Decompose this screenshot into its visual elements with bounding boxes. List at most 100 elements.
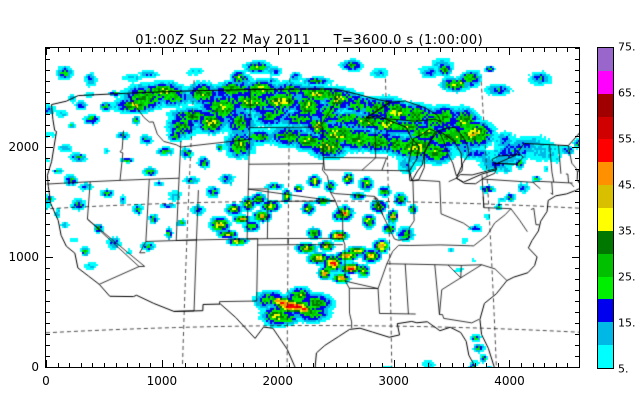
y-axis-tick [575,48,579,49]
colorbar-band [598,139,613,163]
y-axis-tick [46,81,50,82]
x-axis-tick [567,363,568,367]
x-axis-tick [336,363,337,367]
x-axis-tick [382,363,383,367]
y-axis-tick [575,125,579,126]
x-axis-tick [162,360,163,367]
x-axis-tick [208,363,209,367]
map-plot-area [45,47,580,368]
x-axis-tick [173,363,174,367]
colorbar-band [598,345,613,369]
y-axis-tick [575,158,579,159]
x-axis-tick [162,48,163,55]
x-axis-tick [509,360,510,367]
y-axis-label: 0 [31,360,39,374]
x-axis-tick [81,363,82,367]
x-axis-tick [463,48,464,52]
x-axis-label: 0 [42,374,50,388]
x-axis-tick [313,48,314,52]
y-axis-tick [575,268,579,269]
x-axis-tick [498,48,499,52]
x-axis-tick [289,48,290,52]
x-axis-tick [486,48,487,52]
x-axis-tick [544,363,545,367]
x-axis-tick [301,48,302,52]
x-axis-tick [150,48,151,52]
x-axis-tick [197,48,198,52]
x-axis-tick [417,48,418,52]
plot-title: 01:00Z Sun 22 May 2011 T=3600.0 s (1:00:… [0,18,600,63]
x-axis-tick [185,48,186,52]
colorbar-band [598,70,613,94]
y-axis-tick [575,81,579,82]
colorbar-band [598,48,613,71]
x-axis-tick [46,48,47,55]
colorbar-tick-label: 15. [618,316,636,330]
y-axis-tick [46,202,50,203]
y-axis-tick [575,92,579,93]
x-axis-tick [231,363,232,367]
x-axis-tick [243,48,244,52]
x-axis-tick [521,363,522,367]
y-axis-tick [575,246,579,247]
y-axis-tick [46,70,50,71]
colorbar-band [598,322,613,346]
x-axis-tick [405,363,406,367]
x-axis-tick [556,363,557,367]
x-axis-tick [324,48,325,52]
x-axis-label: 4000 [494,374,525,388]
x-axis-tick [278,360,279,367]
x-axis-tick [150,363,151,367]
y-axis-tick [572,367,579,368]
y-axis-tick [46,268,50,269]
y-axis-tick [46,290,50,291]
x-axis-tick [452,363,453,367]
y-axis-tick [575,290,579,291]
colorbar-band [598,208,613,231]
x-axis-tick [428,363,429,367]
y-axis-tick [575,70,579,71]
colorbar-band [598,93,613,117]
x-axis-tick [544,48,545,52]
colorbar [597,47,614,369]
colorbar-band [598,276,613,300]
colorbar-tick-label: 55. [618,132,636,146]
colorbar-band [598,116,613,140]
y-axis-tick [46,301,50,302]
x-axis-tick [440,48,441,52]
x-axis-tick [104,48,105,52]
x-axis-tick [278,48,279,55]
colorbar-gradient [597,47,614,369]
colorbar-band [598,185,613,209]
y-axis-tick [46,114,50,115]
y-axis-tick [575,59,579,60]
x-axis-tick [104,363,105,367]
y-axis-tick [46,213,50,214]
y-axis-tick [575,169,579,170]
y-axis-tick [46,323,50,324]
colorbar-tick-label: 5. [618,362,629,376]
colorbar-tick-label: 65. [618,86,636,100]
x-axis-tick [567,48,568,52]
x-axis-tick [347,48,348,52]
y-axis-tick [575,345,579,346]
colorbar-band [598,230,613,254]
x-axis-tick [116,48,117,52]
x-axis-tick [220,48,221,52]
y-axis-label: 1000 [8,250,39,264]
colorbar-tick-label: 75. [618,40,636,54]
y-axis-tick [575,312,579,313]
x-axis-tick [243,363,244,367]
x-axis-tick [266,363,267,367]
x-axis-tick [382,48,383,52]
x-axis-label: 3000 [378,374,409,388]
x-axis-tick [255,48,256,52]
y-axis-tick [46,279,50,280]
x-axis-tick [394,360,395,367]
x-axis-tick [440,363,441,367]
x-axis-tick [498,363,499,367]
y-axis-tick [575,180,579,181]
x-axis-tick [313,363,314,367]
x-axis-tick [405,48,406,52]
colorbar-band [598,253,613,277]
